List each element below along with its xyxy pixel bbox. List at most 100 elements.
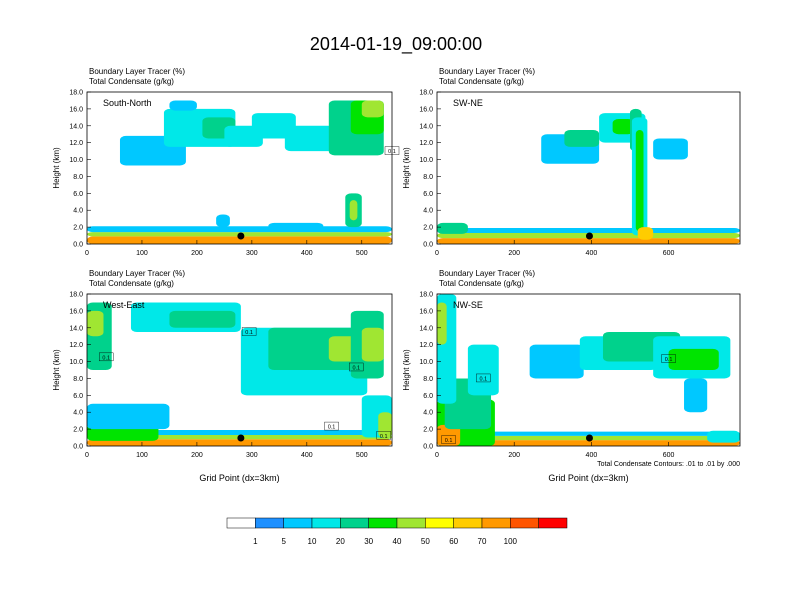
y-tick-label: 14.0: [69, 123, 83, 130]
panel-header-line: Total Condensate (g/kg): [89, 77, 174, 86]
y-axis-label: Height (km): [52, 349, 61, 391]
contour-label-box: [324, 421, 339, 431]
y-tick-label: 16.0: [419, 308, 433, 315]
location-marker: [237, 232, 245, 240]
colorbar-box: [510, 517, 539, 529]
contour-label-box: [99, 352, 114, 362]
contour-label: 0.1: [352, 365, 360, 371]
contour-label-box: [349, 362, 364, 372]
y-tick-label: 0.0: [73, 444, 83, 451]
colorbar-box: [425, 517, 454, 529]
panel-west-east: 0 100 200 300 400 500 0.0 2.0 4.0 6.0 8.0 10.0 12.0 1…: [52, 269, 393, 483]
contour-label: 0.1: [328, 425, 336, 431]
x-tick-label: 0: [435, 250, 439, 257]
panel-label: SW-NE: [453, 98, 483, 108]
y-tick-label: 6.0: [73, 393, 83, 400]
x-tick-label: 200: [508, 250, 520, 257]
tracer-field: [437, 108, 740, 244]
contour-label-box: [384, 146, 400, 155]
panel-header-line: Total Condensate (g/kg): [439, 279, 524, 288]
y-tick-label: 4.0: [423, 208, 433, 215]
tracer-region: [612, 119, 634, 135]
y-axis-label: Height (km): [402, 147, 411, 189]
colorbar-box: [453, 517, 483, 529]
x-tick-label: 600: [663, 452, 675, 459]
contour-label: 0.1: [388, 149, 396, 155]
colorbar-label: 40: [393, 537, 402, 546]
plot-frame: [436, 91, 741, 245]
x-tick-label: 500: [356, 250, 368, 257]
tracer-region: [467, 344, 499, 396]
contour-label: 0.1: [665, 357, 673, 363]
tracer-region: [684, 378, 708, 413]
contour-label-box: [241, 327, 257, 336]
y-tick-label: 18.0: [419, 292, 433, 299]
panel-header-line: Boundary Layer Tracer (%): [439, 269, 535, 278]
x-tick-label: 400: [586, 452, 598, 459]
y-tick-label: 16.0: [69, 106, 83, 113]
y-tick-label: 2.0: [423, 225, 433, 232]
y-tick-label: 0.0: [73, 242, 83, 249]
y-tick-label: 10.0: [69, 157, 83, 164]
contour-label-box: [661, 354, 676, 363]
tracer-region: [437, 440, 740, 446]
y-axis-label: Height (km): [402, 349, 411, 391]
tracer-field: [87, 100, 392, 244]
tracer-region: [268, 222, 324, 229]
tracer-region: [87, 226, 392, 233]
y-tick-label: 4.0: [73, 410, 83, 417]
tracer-region: [637, 227, 654, 240]
tracer-region: [349, 200, 358, 221]
contour-label: 0.1: [380, 434, 388, 440]
colorbar-label: 100: [504, 537, 518, 546]
tracer-region: [564, 130, 600, 147]
y-tick-label: 16.0: [419, 106, 433, 113]
x-tick-label: 100: [136, 452, 148, 459]
y-tick-label: 14.0: [419, 325, 433, 332]
x-tick-label: 0: [85, 250, 89, 257]
location-marker: [237, 434, 245, 442]
panel-label: South-North: [103, 98, 152, 108]
x-tick-label: 600: [663, 250, 675, 257]
contour-label: 0.1: [445, 438, 453, 444]
y-tick-label: 8.0: [73, 376, 83, 383]
x-tick-label: 400: [301, 452, 313, 459]
panels: 0 100 200 300 400 500 0.0 2.0 4.0 6.0 8.0 10.0 12.0 1…: [52, 67, 741, 483]
panel-label: West-East: [103, 300, 145, 310]
y-tick-label: 4.0: [73, 208, 83, 215]
y-tick-label: 6.0: [423, 191, 433, 198]
tracer-region: [87, 439, 392, 446]
x-tick-label: 0: [85, 452, 89, 459]
colorbar: 1 5 10 20 30 40 50 60 70 100: [226, 517, 568, 546]
y-tick-label: 0.0: [423, 242, 433, 249]
y-tick-label: 18.0: [419, 90, 433, 97]
plot-frame: [86, 91, 393, 245]
tracer-region: [284, 125, 335, 152]
tracer-region: [169, 100, 197, 111]
colorbar-label: 50: [421, 537, 430, 546]
tracer-region: [87, 236, 392, 244]
y-tick-label: 2.0: [73, 427, 83, 434]
tracer-region: [437, 302, 447, 345]
y-tick-label: 4.0: [423, 410, 433, 417]
panel-header-line: Total Condensate (g/kg): [89, 279, 174, 288]
tracer-region: [437, 222, 468, 234]
panel-header-line: Boundary Layer Tracer (%): [89, 67, 185, 76]
location-marker: [585, 434, 593, 442]
y-tick-label: 10.0: [69, 359, 83, 366]
tracer-region: [707, 430, 740, 443]
tracer-region: [361, 100, 384, 118]
y-tick-label: 12.0: [69, 342, 83, 349]
location-marker: [585, 232, 593, 240]
contour-label-box: [476, 373, 491, 383]
y-tick-label: 10.0: [419, 157, 433, 164]
colorbar-box: [396, 517, 426, 529]
x-tick-label: 0: [435, 452, 439, 459]
y-tick-label: 12.0: [69, 140, 83, 147]
y-tick-label: 2.0: [423, 427, 433, 434]
contour-label-box: [376, 431, 391, 440]
x-axis-label: Grid Point (dx=3km): [199, 473, 279, 483]
x-tick-label: 200: [508, 452, 520, 459]
y-tick-label: 18.0: [69, 292, 83, 299]
y-tick-label: 0.0: [423, 444, 433, 451]
